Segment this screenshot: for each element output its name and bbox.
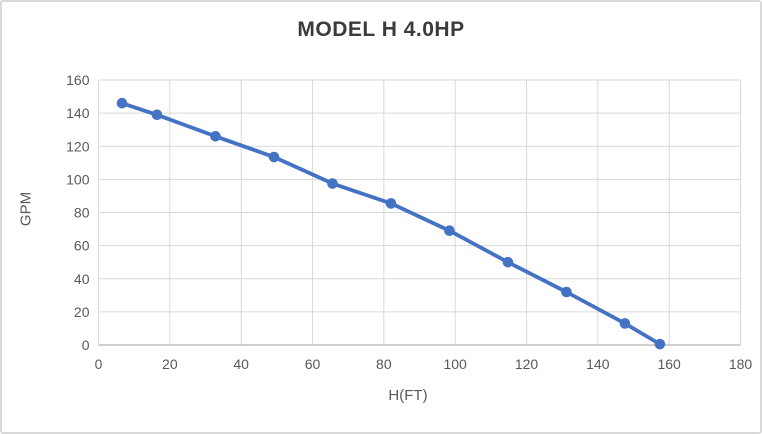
x-tick-label: 180 (729, 356, 753, 372)
y-tick-label: 140 (66, 105, 90, 121)
x-tick-label: 60 (305, 356, 321, 372)
y-tick-label: 40 (74, 271, 90, 287)
y-tick-label: 120 (66, 138, 90, 154)
data-point-marker (116, 97, 128, 109)
y-tick-label: 0 (82, 337, 90, 353)
x-tick-label: 20 (162, 356, 178, 372)
data-point-marker (619, 318, 631, 329)
y-tick-label: 60 (74, 238, 90, 254)
series-line (120, 101, 662, 347)
x-tick-label: 120 (515, 356, 539, 372)
x-tick-label: 80 (376, 356, 392, 372)
data-point-marker (502, 256, 514, 268)
x-tick-label: 0 (95, 356, 103, 372)
x-tick-label: 140 (586, 356, 610, 372)
y-tick-label: 160 (66, 72, 90, 88)
data-point-marker (654, 338, 666, 350)
data-point-marker (444, 225, 455, 237)
data-point-marker (327, 178, 338, 189)
x-tick-label: 160 (657, 356, 681, 372)
y-tick-label: 20 (74, 304, 90, 320)
x-tick-label: 100 (443, 356, 467, 372)
x-tick-label: 40 (233, 356, 249, 372)
data-point-marker (385, 198, 397, 209)
y-tick-label: 80 (74, 205, 90, 221)
data-point-marker (210, 131, 221, 142)
chart-title: MODEL H 4.0HP (297, 18, 465, 41)
data-point-marker (561, 286, 572, 298)
x-axis-title: H(FT) (388, 387, 428, 404)
data-point-marker (268, 151, 280, 163)
y-tick-label: 100 (66, 171, 90, 187)
data-point-marker (151, 109, 163, 121)
